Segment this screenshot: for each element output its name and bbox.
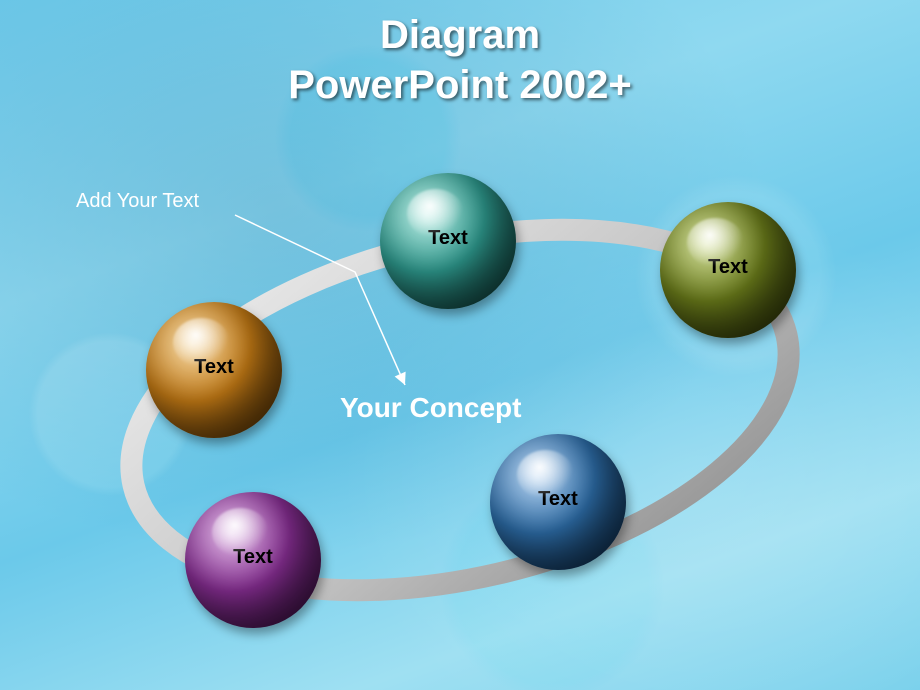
sphere-olive-label: Text xyxy=(660,256,796,279)
sphere-blue: Text xyxy=(490,434,626,570)
title-line-2: PowerPoint 2002+ xyxy=(0,60,920,110)
sphere-orange-label: Text xyxy=(146,356,282,379)
sphere-purple-label: Text xyxy=(185,546,321,569)
title-line-1: Diagram xyxy=(0,10,920,60)
callout-label: Add Your Text xyxy=(76,190,199,213)
sphere-teal: Text xyxy=(380,173,516,309)
sphere-orange: Text xyxy=(146,302,282,438)
sphere-teal-label: Text xyxy=(380,227,516,250)
sphere-blue-label: Text xyxy=(490,488,626,511)
sphere-purple: Text xyxy=(185,492,321,628)
slide-title: Diagram PowerPoint 2002+ xyxy=(0,10,920,110)
sphere-olive: Text xyxy=(660,202,796,338)
center-concept-label: Your Concept xyxy=(340,392,521,424)
slide-stage: Diagram PowerPoint 2002+ Add Your Text Y… xyxy=(0,0,920,690)
